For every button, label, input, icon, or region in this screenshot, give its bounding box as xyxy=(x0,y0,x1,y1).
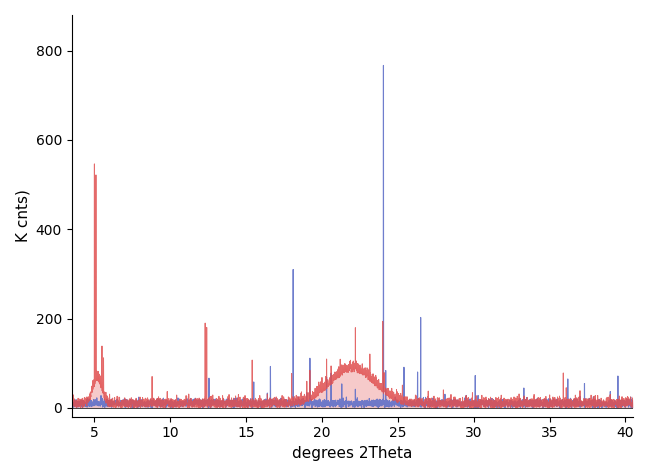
X-axis label: degrees 2Theta: degrees 2Theta xyxy=(292,446,413,461)
Y-axis label: K cnts): K cnts) xyxy=(15,189,30,242)
